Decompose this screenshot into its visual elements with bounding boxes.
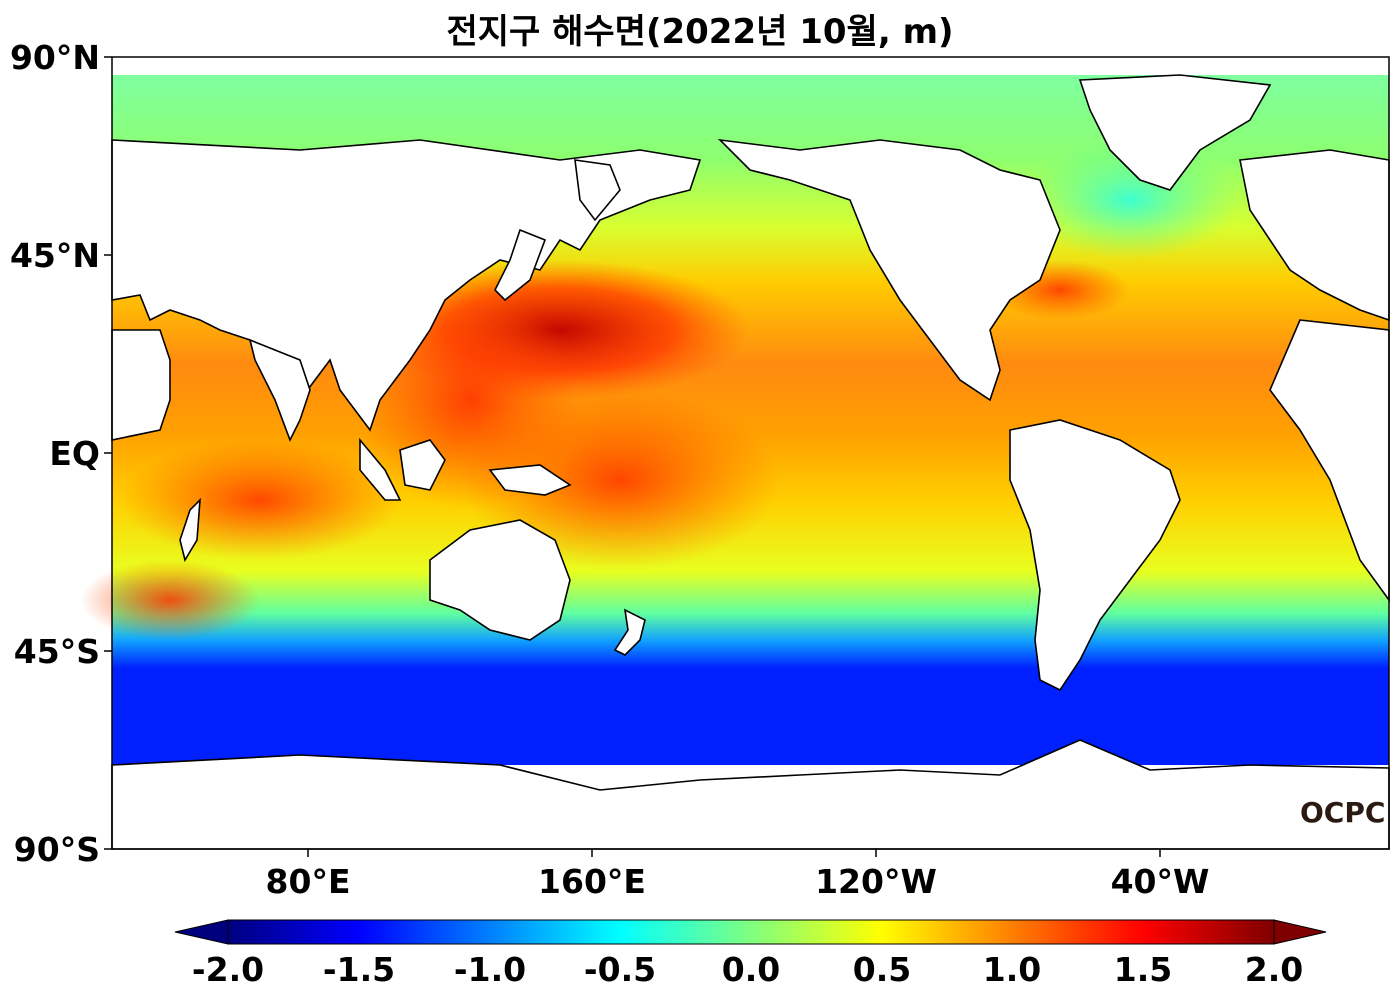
land-australia [429,519,571,641]
lon-label-160e: 160°E [538,862,646,901]
colorbar-tick: -1.5 [322,950,396,989]
land-south-america [1009,419,1181,692]
land-greenland [1078,74,1272,191]
land-madagascar [179,497,201,563]
colorbar-gradient [227,919,1275,945]
lat-label-eq: EQ [49,434,100,473]
land-newguinea [488,464,572,496]
lat-label-90s: 90°S [13,830,100,869]
axis-ticks [104,56,1161,857]
colorbar-tick: 0.0 [721,950,781,989]
land-japan [494,228,547,302]
colorbar [174,919,1327,945]
colorbar-tick: -1.0 [453,950,527,989]
colorbar-tick: -2.0 [191,950,265,989]
land-kamchatka [574,159,621,222]
lon-label-80e: 80°E [265,862,351,901]
colorbar-low-extend [174,919,229,945]
colorbar-tick: 2.0 [1244,950,1304,989]
land-newzealand [613,608,646,656]
map-title: 전지구 해수면(2022년 10월, m) [446,12,954,52]
land-africa-east [111,329,171,441]
lon-label-120w: 120°W [815,862,937,901]
land-asia [111,139,702,432]
colorbar-tick: -0.5 [583,950,657,989]
land-india [248,338,311,442]
lat-label-45s: 45°S [13,632,100,671]
colorbar-high-extend [1273,919,1327,945]
colorbar-tick: 1.0 [982,950,1042,989]
land-europe [1239,149,1390,322]
colorbar-tick: 1.5 [1113,950,1173,989]
colorbar-tick: 0.5 [852,950,912,989]
ocpc-logo: OCPC [1300,796,1386,829]
land-north-america [717,138,1061,402]
lon-label-40w: 40°W [1110,862,1210,901]
land-borneo [399,439,446,491]
land-masses [111,74,1390,850]
lat-label-90n: 90°N [9,38,100,77]
lat-label-45n: 45°N [9,236,100,275]
land-sumatra [359,437,402,501]
